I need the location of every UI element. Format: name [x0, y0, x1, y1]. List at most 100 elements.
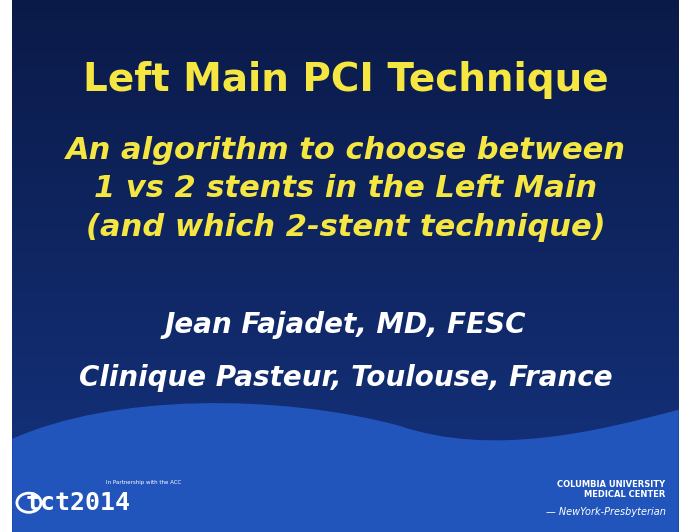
FancyBboxPatch shape [12, 157, 679, 160]
FancyBboxPatch shape [12, 402, 679, 404]
FancyBboxPatch shape [12, 133, 679, 136]
FancyBboxPatch shape [12, 396, 679, 399]
FancyBboxPatch shape [12, 173, 679, 176]
FancyBboxPatch shape [12, 343, 679, 346]
FancyBboxPatch shape [12, 213, 679, 215]
FancyBboxPatch shape [12, 168, 679, 170]
FancyBboxPatch shape [12, 24, 679, 27]
FancyBboxPatch shape [12, 415, 679, 418]
FancyBboxPatch shape [12, 149, 679, 152]
FancyBboxPatch shape [12, 223, 679, 226]
FancyBboxPatch shape [12, 274, 679, 277]
FancyBboxPatch shape [12, 85, 679, 88]
FancyBboxPatch shape [12, 290, 679, 293]
FancyBboxPatch shape [12, 170, 679, 173]
FancyBboxPatch shape [12, 64, 679, 66]
FancyBboxPatch shape [12, 59, 679, 61]
FancyBboxPatch shape [12, 120, 679, 122]
FancyBboxPatch shape [12, 335, 679, 338]
FancyBboxPatch shape [12, 205, 679, 207]
FancyBboxPatch shape [12, 287, 679, 290]
FancyBboxPatch shape [12, 319, 679, 322]
Text: — NewYork-Presbyterian: — NewYork-Presbyterian [546, 507, 665, 517]
FancyBboxPatch shape [12, 43, 679, 45]
FancyBboxPatch shape [12, 332, 679, 335]
FancyBboxPatch shape [12, 263, 679, 266]
FancyBboxPatch shape [12, 367, 679, 370]
FancyBboxPatch shape [12, 497, 679, 500]
FancyBboxPatch shape [12, 505, 679, 508]
FancyBboxPatch shape [12, 529, 679, 532]
FancyBboxPatch shape [12, 53, 679, 56]
FancyBboxPatch shape [12, 186, 679, 189]
FancyBboxPatch shape [12, 317, 679, 319]
FancyBboxPatch shape [12, 394, 679, 396]
FancyBboxPatch shape [12, 455, 679, 458]
FancyBboxPatch shape [12, 527, 679, 529]
FancyBboxPatch shape [12, 346, 679, 348]
FancyBboxPatch shape [12, 452, 679, 455]
FancyBboxPatch shape [12, 447, 679, 450]
FancyBboxPatch shape [12, 250, 679, 253]
FancyBboxPatch shape [12, 152, 679, 154]
FancyBboxPatch shape [12, 511, 679, 513]
FancyBboxPatch shape [12, 279, 679, 282]
FancyBboxPatch shape [12, 516, 679, 519]
FancyBboxPatch shape [12, 197, 679, 200]
FancyBboxPatch shape [12, 306, 679, 309]
FancyBboxPatch shape [12, 359, 679, 362]
FancyBboxPatch shape [12, 136, 679, 138]
FancyBboxPatch shape [12, 388, 679, 391]
FancyBboxPatch shape [12, 330, 679, 332]
FancyBboxPatch shape [12, 109, 679, 112]
FancyBboxPatch shape [12, 471, 679, 473]
FancyBboxPatch shape [12, 138, 679, 141]
FancyBboxPatch shape [12, 466, 679, 468]
FancyBboxPatch shape [12, 122, 679, 125]
FancyBboxPatch shape [12, 37, 679, 40]
FancyBboxPatch shape [12, 221, 679, 223]
FancyBboxPatch shape [12, 253, 679, 255]
FancyBboxPatch shape [12, 277, 679, 279]
FancyBboxPatch shape [12, 380, 679, 383]
FancyBboxPatch shape [12, 98, 679, 101]
FancyBboxPatch shape [12, 88, 679, 90]
FancyBboxPatch shape [12, 503, 679, 505]
FancyBboxPatch shape [12, 386, 679, 388]
FancyBboxPatch shape [12, 130, 679, 133]
FancyBboxPatch shape [12, 210, 679, 213]
FancyBboxPatch shape [12, 112, 679, 114]
Text: An algorithm to choose between
1 vs 2 stents in the Left Main
(and which 2-stent: An algorithm to choose between 1 vs 2 st… [66, 136, 625, 242]
FancyBboxPatch shape [12, 356, 679, 359]
FancyBboxPatch shape [12, 383, 679, 386]
FancyBboxPatch shape [12, 226, 679, 229]
FancyBboxPatch shape [12, 27, 679, 29]
FancyBboxPatch shape [12, 489, 679, 492]
FancyBboxPatch shape [12, 468, 679, 471]
FancyBboxPatch shape [12, 439, 679, 442]
FancyBboxPatch shape [12, 178, 679, 181]
FancyBboxPatch shape [12, 378, 679, 380]
FancyBboxPatch shape [12, 202, 679, 205]
FancyBboxPatch shape [12, 192, 679, 194]
Text: In Partnership with the ACC: In Partnership with the ACC [106, 480, 181, 485]
FancyBboxPatch shape [12, 189, 679, 192]
FancyBboxPatch shape [12, 66, 679, 69]
Text: Clinique Pasteur, Toulouse, France: Clinique Pasteur, Toulouse, France [79, 364, 612, 392]
FancyBboxPatch shape [12, 80, 679, 82]
FancyBboxPatch shape [12, 21, 679, 24]
FancyBboxPatch shape [12, 11, 679, 13]
FancyBboxPatch shape [12, 391, 679, 394]
FancyBboxPatch shape [12, 0, 679, 3]
FancyBboxPatch shape [12, 32, 679, 35]
FancyBboxPatch shape [12, 513, 679, 516]
FancyBboxPatch shape [12, 13, 679, 16]
FancyBboxPatch shape [12, 458, 679, 460]
FancyBboxPatch shape [12, 261, 679, 263]
FancyBboxPatch shape [12, 364, 679, 367]
FancyBboxPatch shape [12, 476, 679, 479]
FancyBboxPatch shape [12, 74, 679, 77]
FancyBboxPatch shape [12, 351, 679, 354]
FancyBboxPatch shape [12, 269, 679, 271]
FancyBboxPatch shape [12, 362, 679, 364]
